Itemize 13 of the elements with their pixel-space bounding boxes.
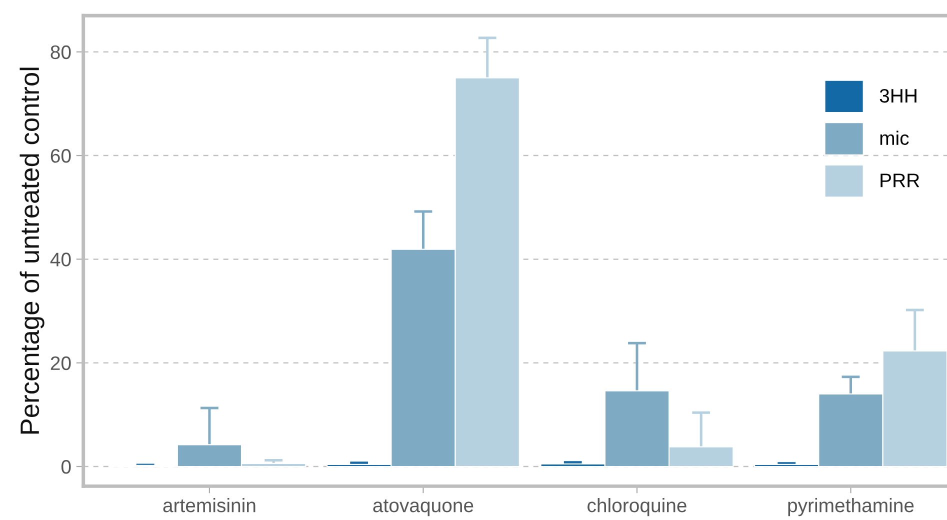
y-tick-label: 80: [50, 45, 71, 60]
x-tick-label: chloroquine: [588, 498, 686, 516]
y-tick-label: 0: [61, 460, 71, 474]
y-tick-label: 20: [50, 356, 71, 370]
legend-label: mic: [880, 130, 909, 146]
x-tick-label: pyrimethamine: [788, 498, 914, 516]
legend-label: PRR: [880, 174, 920, 188]
y-tick-label: 40: [50, 252, 71, 266]
y-axis-title: Percentage of untreated control: [20, 68, 44, 434]
y-tick-label: 60: [50, 149, 71, 163]
legend-label: 3HH: [880, 88, 916, 103]
x-tick-label: atovaquone: [373, 500, 474, 516]
x-tick-label: artemisinin: [163, 498, 256, 512]
